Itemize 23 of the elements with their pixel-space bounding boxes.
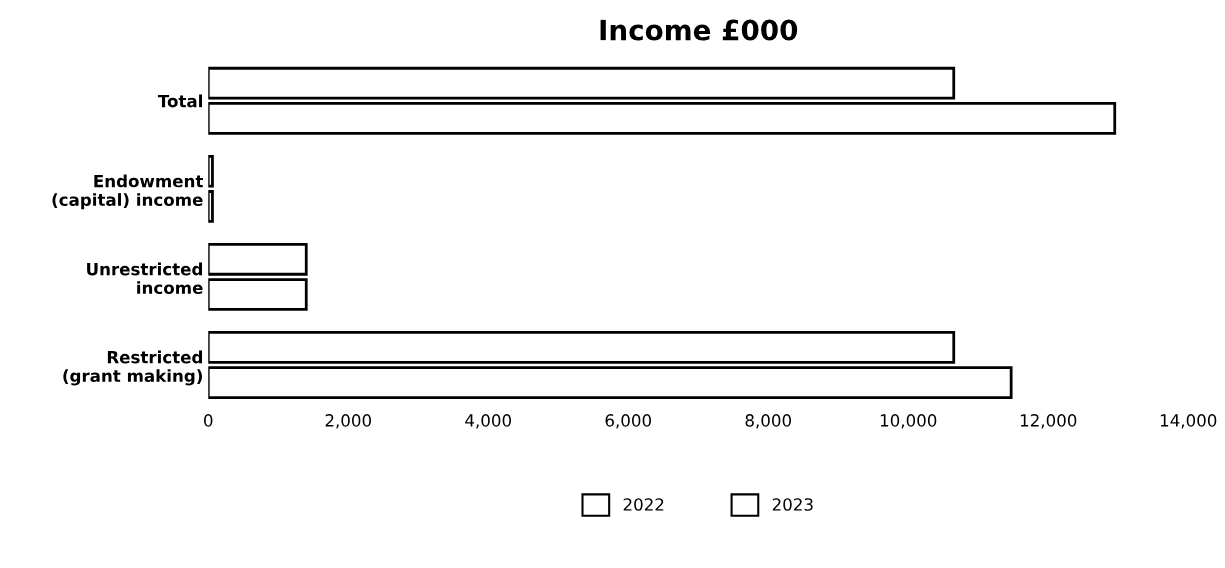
bar xyxy=(208,66,956,100)
bar xyxy=(208,278,308,311)
legend-label: 2023 xyxy=(772,498,813,511)
x-tick-label: 12,000 xyxy=(1020,414,1077,429)
x-tick-label: 2,000 xyxy=(325,414,371,429)
bar xyxy=(208,366,1013,399)
x-tick-label: 4,000 xyxy=(465,414,511,429)
y-tick-label: Endowment (capital) income xyxy=(52,174,204,210)
bar xyxy=(208,102,1117,135)
x-tick-label: 8,000 xyxy=(745,414,791,429)
bar xyxy=(208,190,214,223)
legend-label: 2022 xyxy=(623,498,664,511)
x-tick-label: 0 xyxy=(204,414,213,427)
y-tick-label: Restricted (grant making) xyxy=(63,350,202,386)
x-tick-label: 6,000 xyxy=(605,414,651,429)
x-tick-label: 10,000 xyxy=(880,414,937,429)
chart-title: Income £000 xyxy=(600,19,798,41)
y-tick-label: Unrestricted income xyxy=(87,262,203,295)
bar xyxy=(208,242,308,276)
bar xyxy=(208,330,956,364)
x-tick-label: 14,000 xyxy=(1160,414,1217,429)
bar xyxy=(208,154,214,188)
y-tick-label: Total xyxy=(157,94,202,108)
